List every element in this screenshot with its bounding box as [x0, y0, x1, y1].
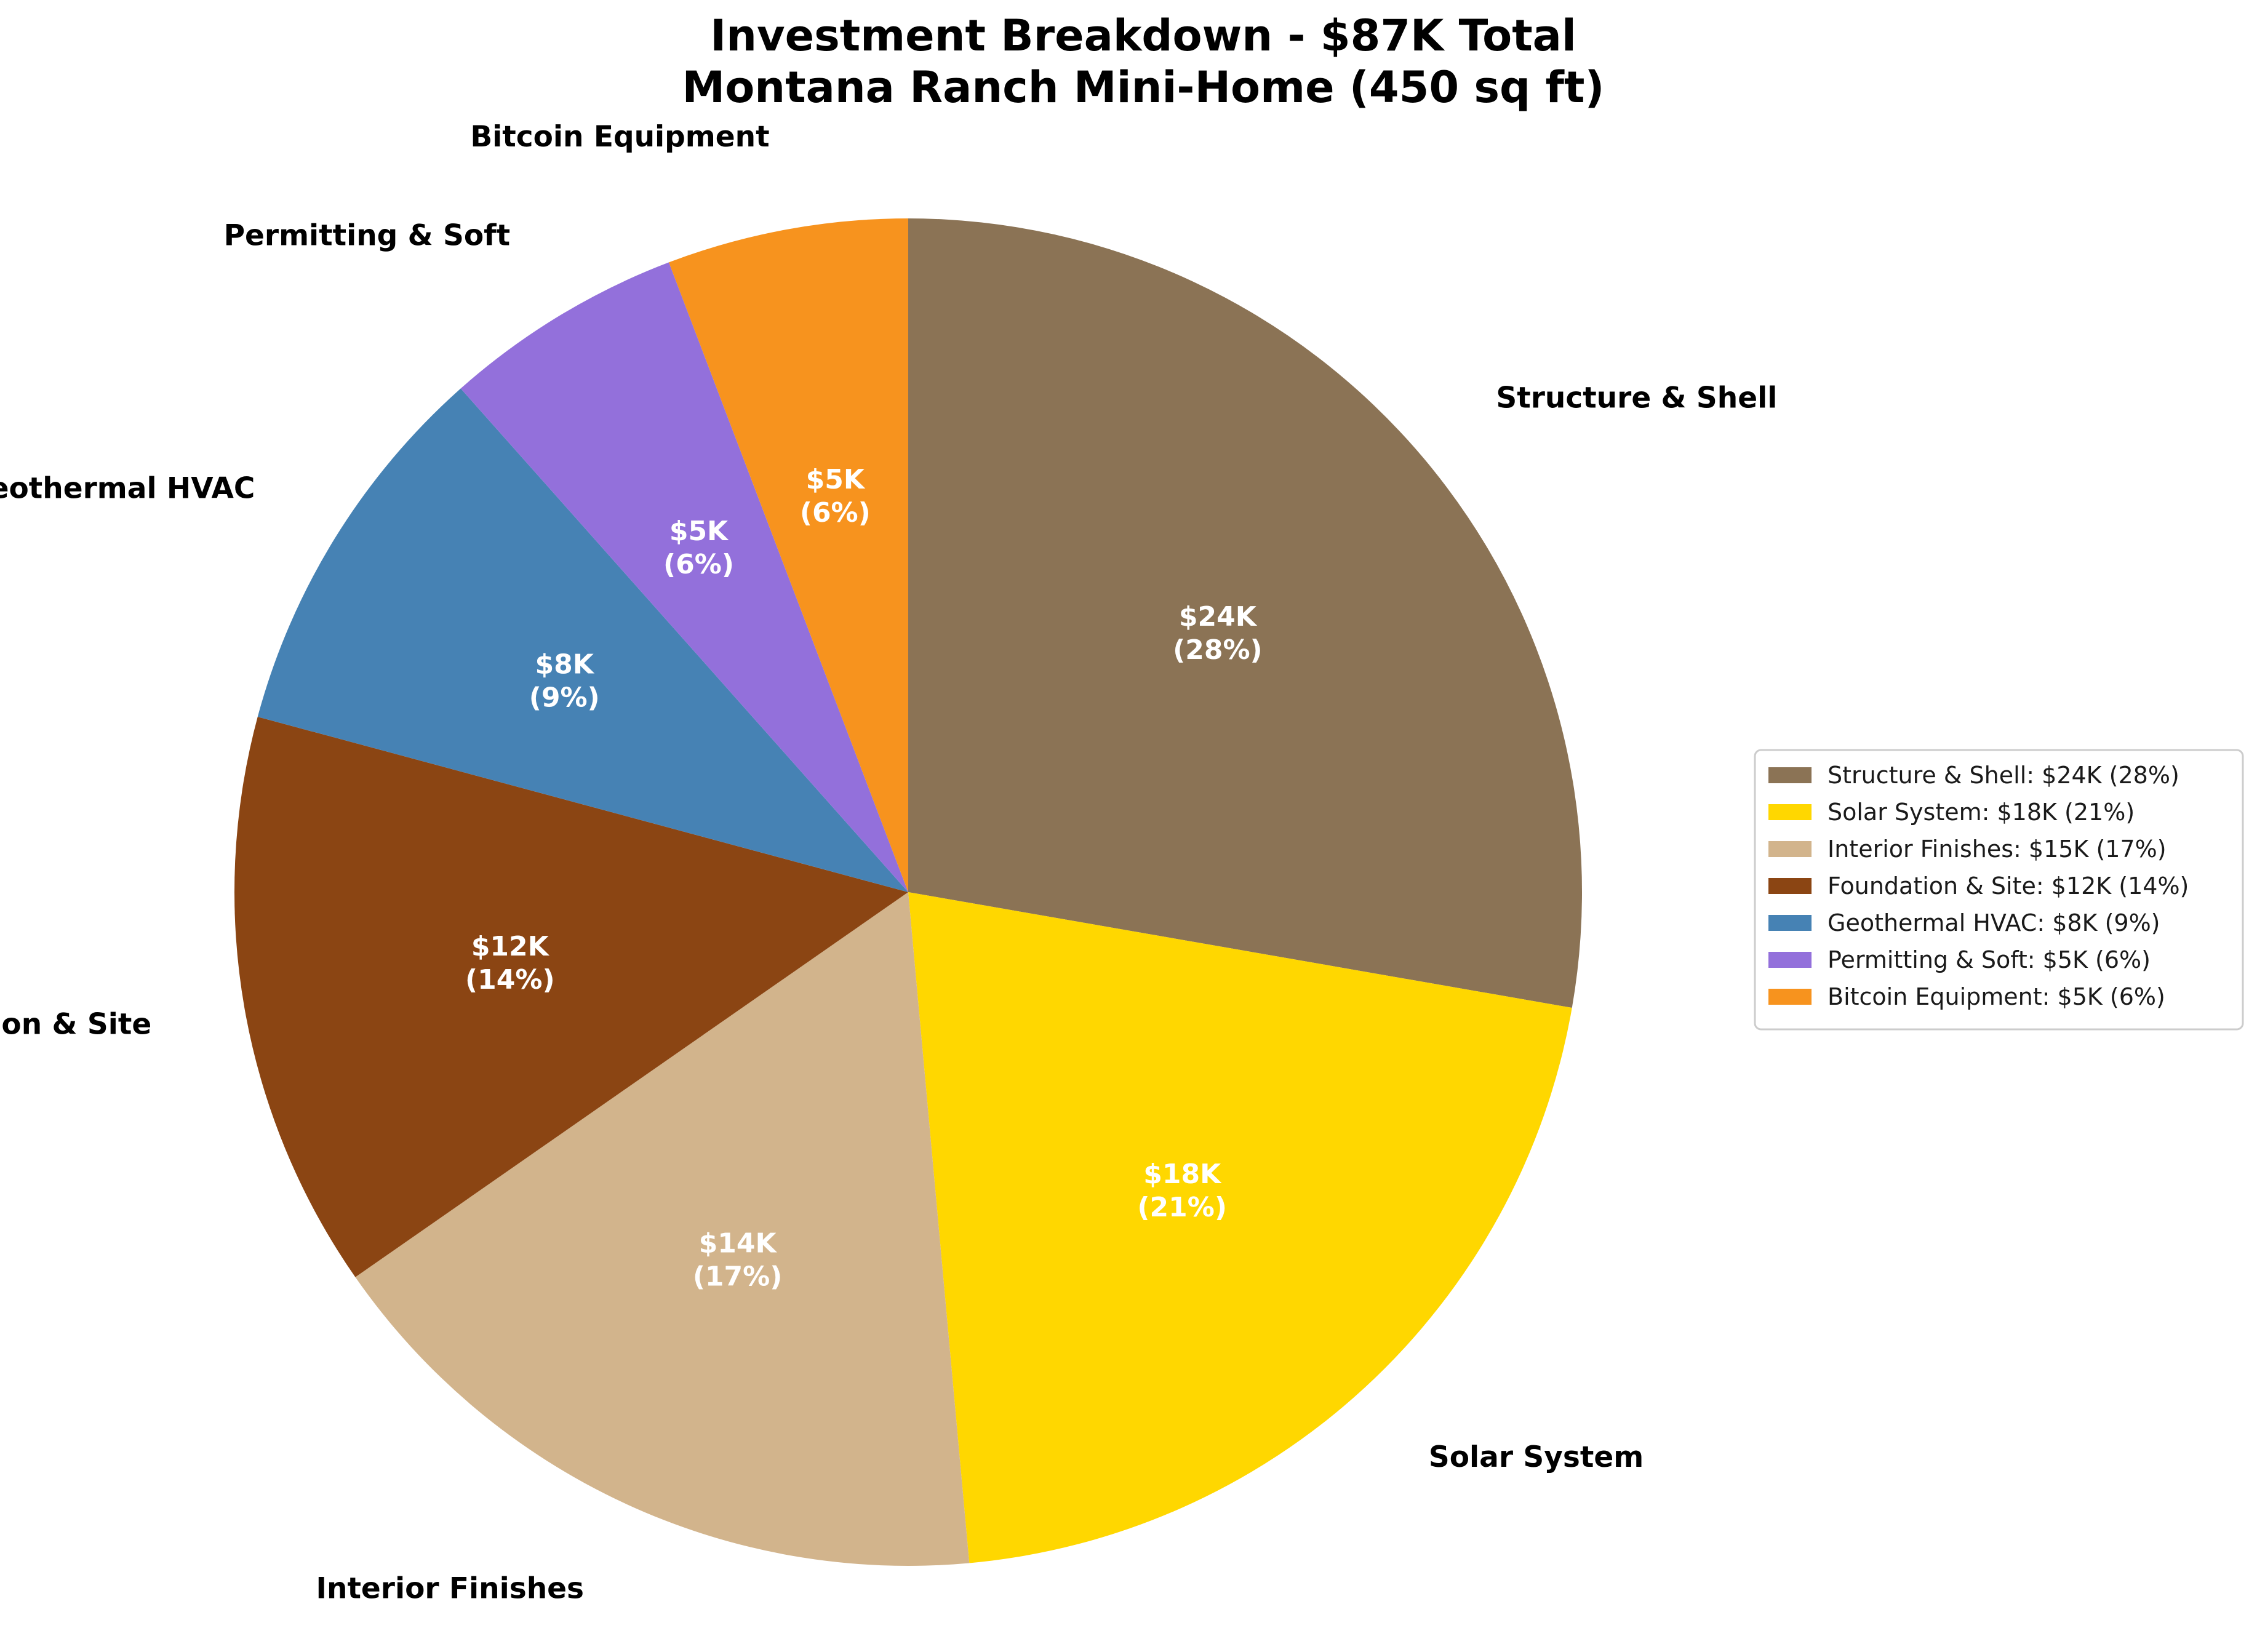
pct-label-permitting-soft: (6%)	[663, 549, 734, 580]
legend-swatch-foundation-site	[1768, 878, 1812, 894]
legend-entry-interior-finishes: Interior Finishes: $15K (17%)	[1828, 836, 2167, 863]
legend-entry-permitting-soft: Permitting & Soft: $5K (6%)	[1828, 946, 2151, 973]
pct-label-bitcoin-equipment: (6%)	[800, 497, 871, 529]
chart-title: Investment Breakdown - $87K Total Montana…	[682, 10, 1605, 113]
pie-slice-bitcoin-equipment	[668, 218, 908, 892]
category-label-structure-shell: Structure & Shell	[1496, 381, 1777, 415]
pct-label-interior-finishes: (17%)	[693, 1261, 783, 1293]
pct-label-foundation-site: (14%)	[465, 964, 555, 996]
category-label-geothermal-hvac: Geothermal HVAC	[0, 471, 255, 505]
legend-swatch-interior-finishes	[1768, 841, 1812, 857]
category-label-interior-finishes: Interior Finishes	[316, 1572, 584, 1606]
legend-swatch-solar-system	[1768, 804, 1812, 820]
value-labels: $24K(28%)$18K(21%)$14K(17%)$12K(14%)$8K(…	[465, 464, 1263, 1293]
pie-slice-foundation-site	[234, 716, 909, 1277]
legend-entry-solar-system: Solar System: $18K (21%)	[1828, 799, 2135, 826]
pct-label-geothermal-hvac: (9%)	[529, 682, 600, 713]
pct-label-solar-system: (21%)	[1137, 1192, 1227, 1223]
value-label-interior-finishes: $14K	[699, 1228, 778, 1259]
value-label-foundation-site: $12K	[471, 931, 550, 962]
pie-slice-structure-shell	[908, 218, 1583, 1008]
value-label-solar-system: $18K	[1143, 1159, 1222, 1190]
pct-label-structure-shell: (28%)	[1173, 634, 1263, 666]
legend-swatch-structure-shell	[1768, 767, 1812, 783]
legend-entry-geothermal-hvac: Geothermal HVAC: $8K (9%)	[1828, 909, 2160, 936]
legend-swatch-geothermal-hvac	[1768, 915, 1812, 931]
value-label-permitting-soft: $5K	[669, 516, 729, 547]
legend-entry-structure-shell: Structure & Shell: $24K (28%)	[1828, 762, 2179, 789]
category-label-solar-system: Solar System	[1429, 1440, 1644, 1474]
legend-swatch-bitcoin-equipment	[1768, 989, 1812, 1005]
legend: Structure & Shell: $24K (28%) Solar Syste…	[1754, 749, 2244, 1031]
pie-slice-solar-system	[908, 892, 1572, 1563]
category-label-permitting-soft: Permitting & Soft	[224, 218, 511, 252]
pie-slice-permitting-soft	[460, 262, 908, 892]
value-label-geothermal-hvac: $8K	[535, 648, 595, 680]
category-labels: Structure & Shell Solar System Interior Fi…	[0, 120, 1777, 1605]
legend-entry-foundation-site: Foundation & Site: $12K (14%)	[1828, 872, 2189, 900]
value-label-structure-shell: $24K	[1179, 601, 1258, 632]
legend-frame	[1754, 749, 2244, 1031]
pie-slice-geothermal-hvac	[257, 388, 908, 892]
legend-entry-bitcoin-equipment: Bitcoin Equipment: $5K (6%)	[1828, 983, 2165, 1010]
legend-swatch-permitting-soft	[1768, 952, 1812, 968]
category-label-bitcoin-equipment: Bitcoin Equipment	[470, 120, 769, 154]
pie-slice-interior-finishes	[355, 892, 970, 1566]
pie-slices	[234, 218, 1583, 1566]
value-label-bitcoin-equipment: $5K	[806, 464, 866, 495]
category-label-foundation-site: Foundation & Site	[0, 1007, 151, 1041]
